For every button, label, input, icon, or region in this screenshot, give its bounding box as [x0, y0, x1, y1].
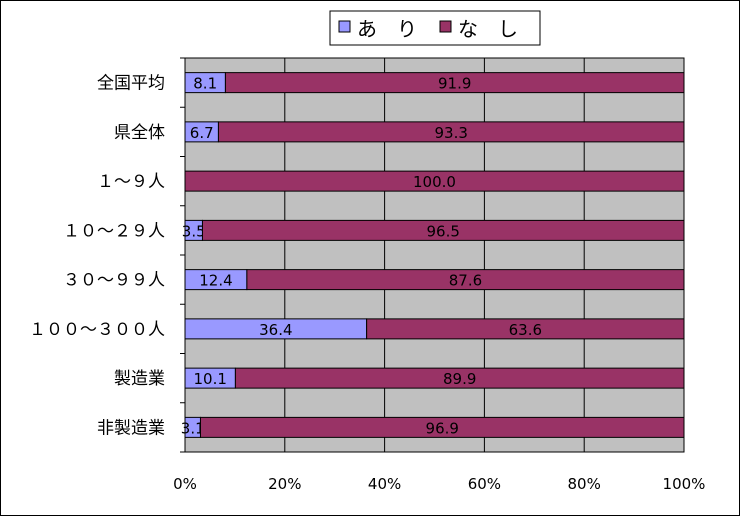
data-label: 8.1 — [193, 75, 217, 93]
plot-border — [184, 57, 685, 453]
data-label: 6.7 — [190, 124, 214, 142]
data-label: 3.5 — [182, 222, 206, 240]
category-label: 非製造業 — [97, 418, 165, 438]
category-label: １００～３００人 — [29, 320, 165, 340]
plot-area: 0% 20% 40% 60% 80% 100% 8.1 91.9 全国平均 6.7 93.3 県全体 1… — [29, 57, 706, 493]
legend-label: あ り — [357, 17, 417, 41]
data-label: 93.3 — [435, 124, 468, 142]
data-label: 12.4 — [199, 272, 232, 290]
data-label: 100.0 — [413, 173, 456, 191]
category-label: 全国平均 — [97, 74, 165, 94]
x-tick-label: 80% — [568, 475, 601, 493]
data-label: 3.1 — [181, 419, 205, 437]
legend-label: な し — [458, 17, 518, 41]
category-label: ３０～９９人 — [63, 271, 165, 291]
category-label: 県全体 — [114, 123, 165, 143]
data-label: 87.6 — [449, 272, 482, 290]
category-label: １０～２９人 — [63, 221, 165, 241]
category-label: 製造業 — [114, 369, 165, 389]
category-label: １～９人 — [97, 172, 165, 192]
data-label: 10.1 — [193, 370, 226, 388]
data-label: 91.9 — [438, 75, 471, 93]
legend-box — [329, 10, 541, 46]
x-tick-label: 100% — [663, 475, 706, 493]
plot-background — [185, 58, 684, 452]
data-label: 96.5 — [427, 222, 460, 240]
x-tick-label: 20% — [268, 475, 301, 493]
legend-swatch — [439, 20, 452, 33]
legend: あ りな し — [329, 10, 541, 46]
legend-swatch — [338, 20, 351, 33]
data-label: 96.9 — [426, 419, 459, 437]
x-tick-label: 0% — [173, 475, 197, 493]
x-tick-label: 60% — [468, 475, 501, 493]
data-label: 89.9 — [443, 370, 476, 388]
x-tick-label: 40% — [368, 475, 401, 493]
data-label: 36.4 — [259, 321, 292, 339]
data-label: 63.6 — [509, 321, 542, 339]
